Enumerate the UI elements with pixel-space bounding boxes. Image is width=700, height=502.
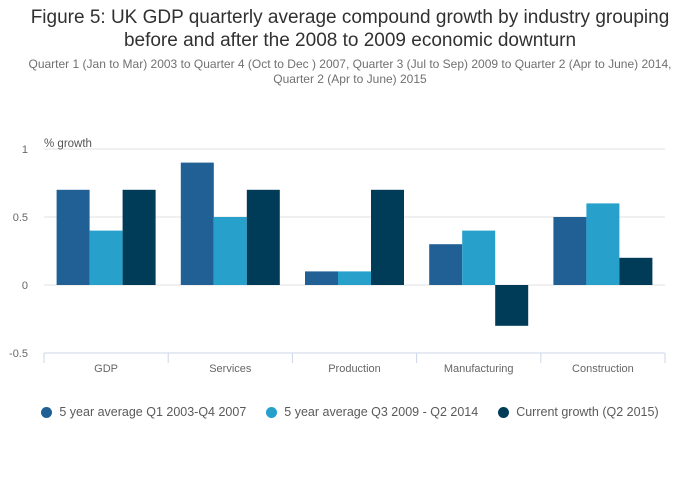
y-tick-label: 0.5 [13,212,28,224]
bar-production-series-3 [371,189,404,285]
legend-marker-icon [41,406,53,418]
x-tick-label: Services [209,363,252,375]
bar-chart: 1 0.5 0 -0.5 % growth GDP Services Production Ma… [9,138,666,375]
legend-label: 5 year average Q3 2009 - Q2 2014 [284,405,479,419]
chart-title: Figure 5: UK GDP quarterly average compo… [0,6,700,52]
y-tick-label: -0.5 [9,348,28,360]
y-tick-label: 1 [22,144,28,156]
x-tick-label: Production [328,363,381,375]
bar-construction-series-2 [586,203,620,285]
bar-production-series-2 [338,271,371,285]
bar-gdp-series-2 [89,230,123,285]
bar-services-series-2 [213,217,247,285]
legend-item[interactable]: 5 year average Q1 2003-Q4 2007 [41,405,246,419]
x-tick-label: Construction [572,363,634,375]
bar-construction-series-3 [619,257,653,285]
bar-manufacturing-series-1 [429,244,463,285]
bar-production-series-1 [305,271,338,285]
bar-manufacturing-series-3 [495,285,529,326]
chart-title-line-1: Figure 5: UK GDP quarterly average compo… [30,7,670,28]
x-tick-label: Manufacturing [444,363,514,375]
bar-gdp-series-3 [122,189,156,285]
legend-item[interactable]: 5 year average Q3 2009 - Q2 2014 [266,405,478,419]
bar-construction-series-1 [553,217,587,285]
bar-gdp-series-1 [56,189,90,285]
chart-subtitle: Quarter 1 (Jan to Mar) 2003 to Quarter 4… [28,57,672,86]
x-tick-label: GDP [94,363,118,375]
chart-title-line-2: before and after the 2008 to 2009 econom… [123,30,577,51]
legend-label: Current growth (Q2 2015) [516,405,659,419]
bar-services-series-3 [246,189,280,285]
chart-legend: 5 year average Q1 2003-Q4 2007 5 year ave… [0,405,700,419]
y-axis-label: % growth [44,138,92,150]
bar-manufacturing-series-2 [462,230,496,285]
legend-label: 5 year average Q1 2003-Q4 2007 [59,405,247,419]
bar-services-series-1 [180,162,214,285]
legend-marker-icon [266,406,278,418]
legend-marker-icon [498,406,510,418]
legend-item[interactable]: Current growth (Q2 2015) [498,405,659,419]
y-tick-label: 0 [22,280,28,292]
